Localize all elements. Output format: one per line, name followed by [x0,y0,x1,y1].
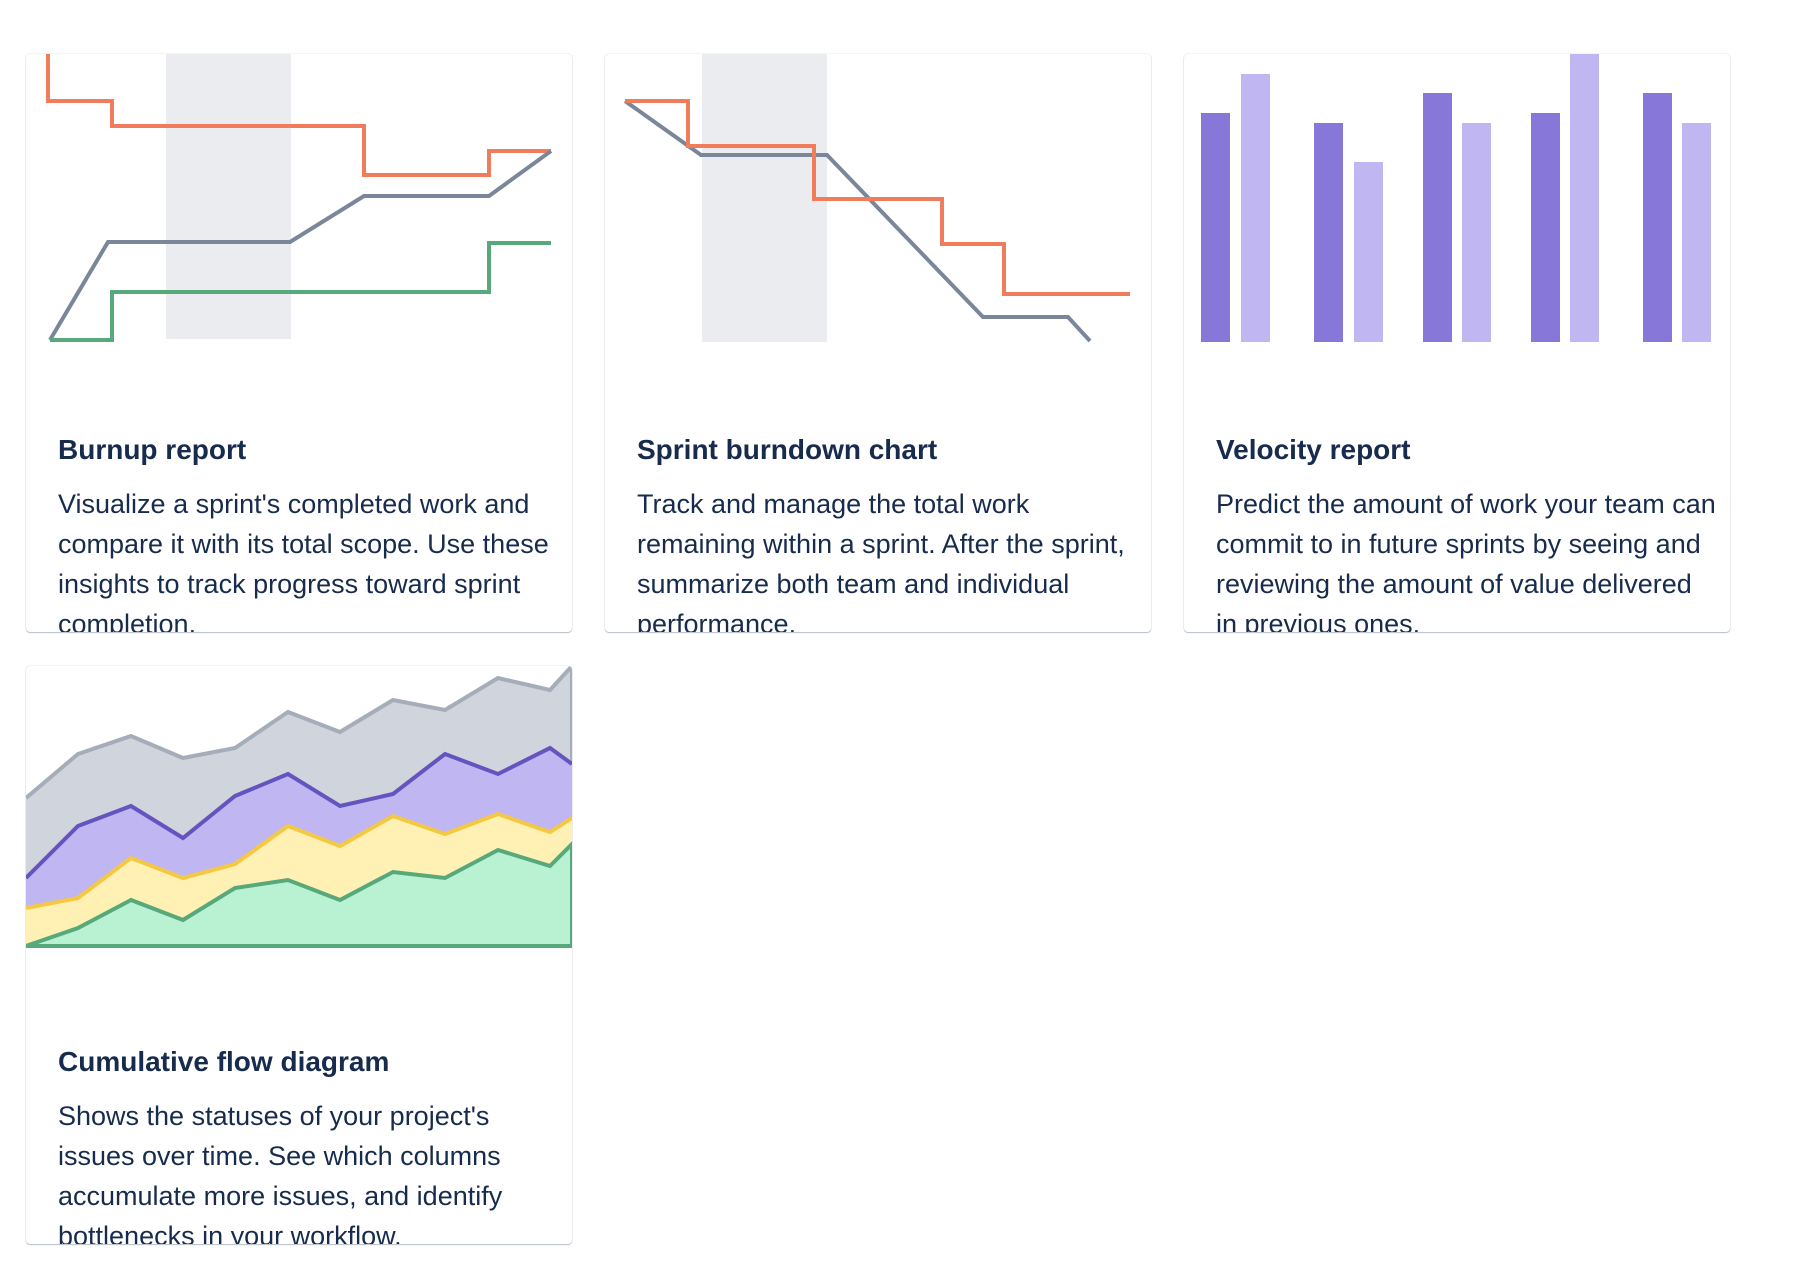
cfd-green-area [26,844,572,946]
remaining-work-line [625,99,1130,296]
report-card-velocity[interactable]: Velocity report Predict the amount of wo… [1184,54,1730,632]
completed-bar-5 [1682,123,1711,342]
commitment-bar-1 [1201,113,1230,342]
card-title: Velocity report [1216,434,1411,465]
report-card-cumulative-flow[interactable]: Cumulative flow diagram Shows the status… [26,666,572,1244]
commitment-bar-3 [1423,93,1452,342]
card-title: Cumulative flow diagram [58,1046,390,1077]
cfd-yellow-line [26,811,572,910]
burndown-chart-illustration [623,54,1130,343]
report-card-burndown[interactable]: Sprint burndown chart Track and manage t… [605,54,1151,632]
completed-work-line [50,241,551,342]
commitment-bar-5 [1643,93,1672,342]
velocity-chart-illustration [1201,54,1711,342]
card-title: Burnup report [58,434,247,465]
guideline-line [48,149,553,342]
completed-bar-3 [1462,123,1491,342]
cfd-gray-line [26,666,572,946]
scope-line [46,54,551,177]
card-description: Predict the amount of work your team can… [1216,489,1716,632]
cfd-purple-line [26,745,572,880]
guideline-line [623,99,1092,343]
commitment-bar-4 [1531,113,1560,342]
card-description: Visualize a sprint's completed work and … [58,489,549,632]
card-description: Shows the statuses of your project's iss… [58,1101,503,1244]
completed-bar-1 [1241,74,1270,342]
cumulative-flow-chart-illustration [26,666,572,948]
card-title: Sprint burndown chart [637,434,938,465]
card-description: Track and manage the total work remainin… [637,489,1125,632]
report-card-burnup[interactable]: Burnup report Visualize a sprint's compl… [26,54,572,632]
sprint-highlight-band [166,54,291,339]
sprint-highlight-band [702,54,827,342]
cfd-green-line [26,841,572,948]
burnup-chart-illustration [46,54,553,342]
completed-bar-2 [1354,162,1383,342]
completed-bar-4 [1570,54,1599,342]
commitment-bar-2 [1314,123,1343,342]
